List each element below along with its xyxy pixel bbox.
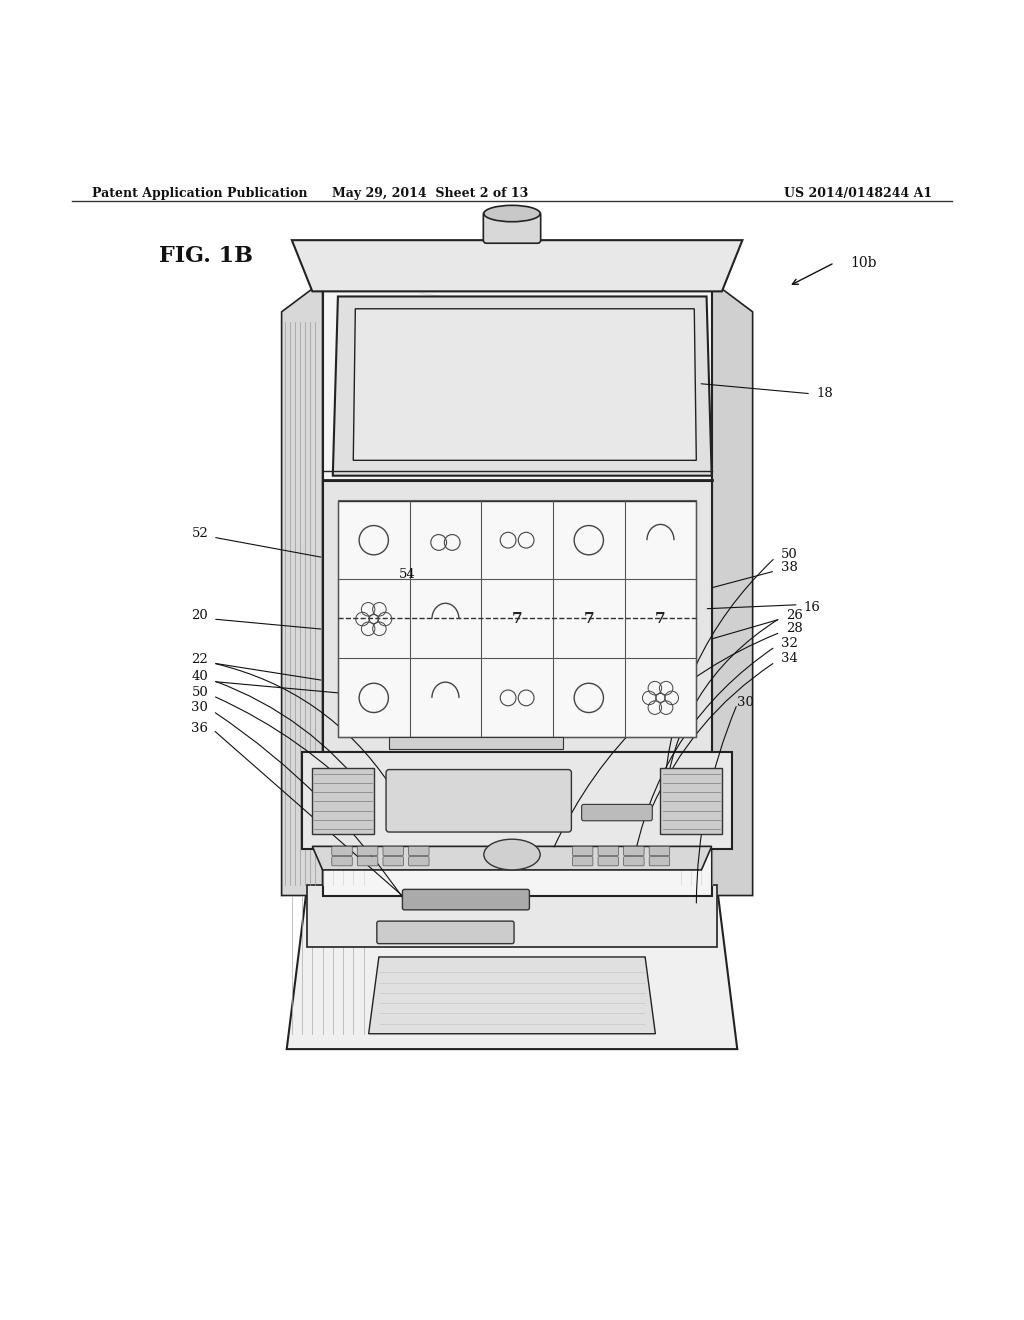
FancyBboxPatch shape — [582, 804, 652, 821]
FancyBboxPatch shape — [649, 846, 670, 855]
Polygon shape — [312, 846, 712, 870]
Polygon shape — [369, 957, 655, 1034]
Text: 50: 50 — [191, 686, 208, 698]
FancyBboxPatch shape — [409, 857, 429, 866]
Text: 30: 30 — [191, 701, 208, 714]
Text: Patent Application Publication: Patent Application Publication — [92, 187, 307, 199]
Text: 7: 7 — [512, 612, 522, 626]
Polygon shape — [312, 767, 374, 834]
Text: May 29, 2014  Sheet 2 of 13: May 29, 2014 Sheet 2 of 13 — [332, 187, 528, 199]
FancyBboxPatch shape — [357, 857, 378, 866]
Polygon shape — [323, 281, 712, 895]
FancyBboxPatch shape — [377, 921, 514, 944]
Polygon shape — [323, 480, 712, 752]
Text: 50: 50 — [781, 548, 798, 561]
Text: 18: 18 — [816, 387, 833, 400]
Text: 54: 54 — [399, 568, 416, 581]
Text: 20: 20 — [191, 609, 208, 622]
Text: FIG. 1B: FIG. 1B — [159, 246, 253, 267]
FancyBboxPatch shape — [598, 846, 618, 855]
FancyBboxPatch shape — [357, 846, 378, 855]
FancyBboxPatch shape — [332, 857, 352, 866]
FancyBboxPatch shape — [572, 846, 593, 855]
Ellipse shape — [483, 840, 541, 870]
FancyBboxPatch shape — [598, 857, 618, 866]
Text: 52: 52 — [191, 527, 208, 540]
Text: US 2014/0148244 A1: US 2014/0148244 A1 — [783, 187, 932, 199]
Polygon shape — [389, 737, 563, 748]
Text: 16: 16 — [804, 601, 820, 614]
Text: 26: 26 — [786, 609, 803, 622]
Polygon shape — [307, 886, 717, 946]
Polygon shape — [287, 886, 737, 1049]
Text: 36: 36 — [191, 722, 209, 735]
Ellipse shape — [483, 206, 541, 222]
Text: 30: 30 — [737, 696, 754, 709]
Text: 7: 7 — [584, 612, 594, 626]
FancyBboxPatch shape — [383, 846, 403, 855]
Polygon shape — [302, 752, 732, 850]
Text: 28: 28 — [786, 622, 803, 635]
Text: 22: 22 — [191, 653, 208, 667]
FancyBboxPatch shape — [402, 890, 529, 909]
Polygon shape — [660, 767, 722, 834]
Polygon shape — [338, 502, 696, 737]
Text: 7: 7 — [655, 612, 666, 626]
Polygon shape — [712, 281, 753, 895]
FancyBboxPatch shape — [383, 857, 403, 866]
FancyBboxPatch shape — [409, 846, 429, 855]
FancyBboxPatch shape — [624, 857, 644, 866]
Text: 40: 40 — [191, 671, 208, 684]
FancyBboxPatch shape — [624, 846, 644, 855]
Polygon shape — [292, 240, 742, 292]
Text: 38: 38 — [781, 561, 798, 574]
Polygon shape — [282, 281, 323, 895]
Text: 34: 34 — [781, 652, 798, 665]
FancyBboxPatch shape — [572, 857, 593, 866]
FancyBboxPatch shape — [649, 857, 670, 866]
Text: 10b: 10b — [850, 256, 877, 269]
FancyBboxPatch shape — [483, 211, 541, 243]
Polygon shape — [333, 297, 712, 475]
FancyBboxPatch shape — [386, 770, 571, 832]
FancyBboxPatch shape — [332, 846, 352, 855]
Polygon shape — [353, 309, 696, 461]
Text: 32: 32 — [781, 636, 798, 649]
